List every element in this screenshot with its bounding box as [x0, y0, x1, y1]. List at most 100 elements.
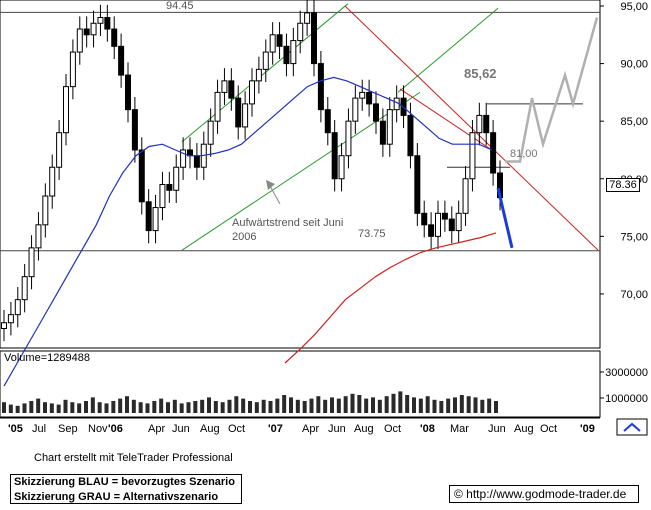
volume-bar	[248, 401, 252, 413]
volume-bar	[90, 397, 95, 413]
channel-upper-ext	[397, 7, 499, 93]
volume-bar	[350, 393, 355, 413]
created-with-label: Chart erstellt mit TeleTrader Profession…	[34, 452, 233, 464]
candle-body	[159, 184, 166, 209]
time-tick-label: Jun	[488, 423, 506, 435]
volume-bar	[364, 398, 369, 413]
volume-bar	[166, 402, 170, 413]
candle-body	[138, 149, 145, 203]
time-tick-label: Apr	[148, 423, 165, 435]
price-tick-label: 90,00	[620, 59, 648, 71]
volume-bar	[268, 401, 273, 413]
candle-body	[373, 103, 379, 122]
candle-body	[125, 74, 131, 111]
volume-bar	[213, 401, 218, 413]
volume-bar	[494, 401, 498, 413]
candle-body	[435, 212, 441, 237]
candle-body	[262, 51, 269, 70]
candle-body	[324, 109, 331, 134]
annotation-support: 81,00	[510, 148, 538, 160]
time-tick-label: Oct	[540, 423, 557, 435]
candle-body	[448, 218, 455, 232]
candle-body	[242, 103, 249, 128]
volume-bar	[49, 403, 54, 413]
volume-bar	[487, 398, 492, 413]
scenario-blue-note: Skizzierung BLAU = bevorzugtes Szenario	[14, 476, 235, 488]
time-tick-label: Jun	[328, 423, 346, 435]
volume-bar	[43, 402, 47, 413]
volume-bar	[104, 403, 109, 413]
trend-note-arrowhead	[266, 180, 275, 190]
volume-bar	[131, 399, 136, 413]
price-tick-label: 85,00	[620, 116, 648, 128]
volume-bar	[309, 398, 314, 413]
volume-bar	[473, 397, 478, 413]
volume-bar	[2, 402, 6, 413]
candle-body	[90, 22, 97, 36]
candle-body	[421, 212, 428, 226]
candle-body	[76, 28, 83, 53]
candle-body	[145, 201, 152, 232]
volume-bar	[391, 393, 396, 413]
volume-tick-label: 1000000	[605, 393, 648, 405]
candle-body	[111, 28, 118, 47]
volume-bar	[432, 399, 437, 413]
downtrend-line	[344, 5, 599, 251]
volume-bar	[207, 397, 211, 413]
candle-body	[249, 80, 255, 105]
volume-bar	[302, 401, 307, 413]
candle-body	[21, 276, 28, 301]
volume-bar	[152, 401, 157, 413]
time-tick-label: Jun	[172, 423, 190, 435]
volume-bar	[316, 396, 321, 413]
volume-bar	[118, 398, 123, 413]
volume-bar	[439, 401, 444, 413]
time-tick-label: '05	[8, 423, 23, 435]
annotation-low: 73.75	[358, 228, 386, 240]
candle-body	[173, 166, 180, 191]
candle-body	[131, 109, 138, 151]
volume-bar	[56, 404, 61, 413]
volume-bar	[97, 402, 102, 413]
volume-bar	[84, 401, 88, 413]
time-tick-label: Aug	[200, 423, 220, 435]
volume-bar	[289, 397, 293, 413]
volume-bar	[357, 395, 362, 413]
candle-body	[83, 28, 90, 36]
time-tick-label: '07	[268, 423, 283, 435]
candle-body	[118, 45, 125, 76]
sma-red-line	[284, 232, 497, 364]
candle-body	[104, 17, 111, 30]
candle-body	[49, 166, 56, 197]
price-tick-label: 95,00	[620, 1, 648, 13]
volume-bar	[125, 396, 129, 413]
candle-body	[221, 80, 228, 93]
volume-tick-label: 3000000	[605, 367, 648, 379]
candle-body	[97, 17, 104, 24]
volume-bar	[220, 402, 225, 413]
axis-nav-box	[616, 418, 648, 436]
volume-bar	[418, 398, 423, 413]
scenario-grey-note: Skizzierung GRAU = Alternativszenario	[14, 491, 219, 503]
volume-bar	[111, 401, 116, 413]
time-tick-label: '06	[108, 423, 123, 435]
volume-bar	[371, 397, 375, 413]
time-tick-label: Aug	[354, 423, 374, 435]
candle-body	[455, 212, 462, 232]
candle-body	[28, 247, 35, 278]
zoom-icon	[623, 422, 641, 432]
time-axis-bar	[0, 418, 651, 436]
candle-body	[462, 178, 469, 214]
candle-body	[379, 120, 386, 145]
trend-note-line2: 2006	[232, 231, 257, 243]
volume-bar	[384, 396, 389, 413]
volume-bar	[282, 395, 287, 413]
time-tick-label: '08	[420, 423, 435, 435]
candle-body	[42, 195, 49, 226]
volume-bar	[145, 403, 150, 413]
volume-bar	[323, 399, 328, 413]
source-url[interactable]: © http://www.godmode-trader.de	[449, 485, 639, 503]
volume-bar	[459, 395, 464, 413]
candle-body	[317, 63, 324, 111]
